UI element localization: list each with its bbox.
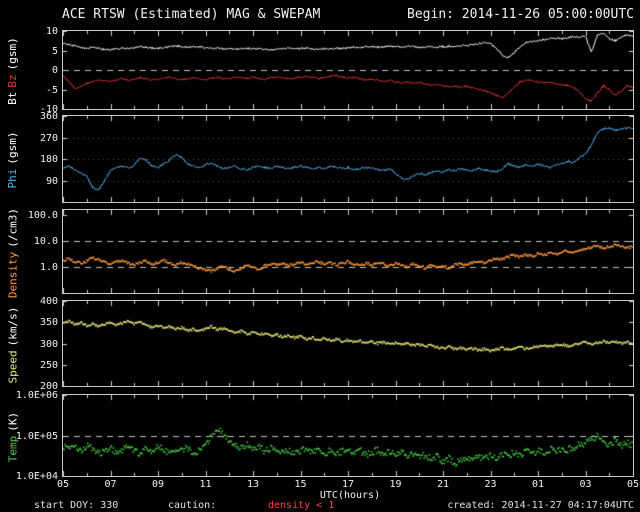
panel-mag-bt-bz: BtBz(gsm) 10 5 0 -5 -10	[6, 27, 634, 115]
x-tick-label: 05	[626, 479, 640, 490]
x-tick-label: 07	[104, 479, 117, 490]
plot-title: ACE RTSW (Estimated) MAG & SWEPAM	[62, 7, 321, 22]
speed-y-tick-label: 200	[39, 381, 58, 392]
phi-plot-canvas	[63, 116, 633, 202]
x-tick-label: 11	[199, 479, 212, 490]
panel-temp: Temp(K) 1.0E+06 1.0E+05 1.0E+04	[6, 391, 634, 482]
temp-y-tick-label: 1.0E+06	[15, 390, 58, 401]
panel-speed: Speed(km/s) 400 350 300 250 200	[6, 297, 634, 392]
panel-phi: Phi(gsm) 360 270 180 90	[6, 112, 634, 203]
begin-timestamp: Begin: 2014-11-26 05:00:00UTC	[407, 7, 634, 22]
mag-y-tick-label: 10	[45, 26, 58, 37]
temp-label-part: (K)	[6, 411, 19, 432]
density-y-tick-label: 10.0	[33, 236, 58, 247]
speed-y-tick-label: 400	[39, 296, 58, 307]
x-tick-label: 15	[294, 479, 307, 490]
phi-y-tick-label: 270	[39, 133, 58, 144]
x-axis-title: UTC(hours)	[319, 490, 381, 501]
x-tick-label: 23	[484, 479, 497, 490]
x-tick-label: 17	[341, 479, 355, 490]
x-tick-label: 21	[436, 479, 450, 490]
speed-y-tick-label: 350	[39, 317, 58, 328]
x-tick-label: 19	[389, 479, 402, 490]
x-tick-label: 05	[56, 479, 70, 490]
x-tick-label: 03	[579, 479, 592, 490]
density-y-tick-label: 1.0	[39, 262, 58, 273]
density-warning-label: density < 1	[268, 500, 335, 511]
density-y-tick-label: 100.0	[27, 210, 58, 221]
x-tick-label: 01	[531, 479, 545, 490]
mag-y-tick-label: 0	[51, 65, 58, 76]
temp-plot-canvas	[63, 395, 633, 476]
created-timestamp: created: 2014-11-27 04:17:04UTC	[447, 500, 634, 511]
mag-y-tick-label: 5	[51, 46, 58, 57]
mag-y-tick-label: -10	[39, 104, 58, 115]
speed-plot-canvas	[63, 301, 633, 386]
caution-label: caution:	[168, 500, 217, 511]
speed-y-tick-label: 300	[39, 339, 58, 350]
speed-y-tick-label: 250	[39, 360, 58, 371]
phi-y-tick-label: 180	[39, 154, 58, 165]
temp-y-tick-label: 1.0E+04	[15, 471, 58, 482]
phi-y-tick-label: 90	[45, 176, 58, 187]
density-plot-canvas	[63, 210, 633, 293]
x-tick-label: 13	[246, 479, 260, 490]
mag-y-tick-label: -5	[45, 85, 58, 96]
phi-y-tick-label: 360	[39, 111, 58, 122]
temp-y-tick-label: 1.0E+05	[15, 431, 58, 442]
x-tick-label: 09	[151, 479, 165, 490]
start-doy-label: start DOY: 330	[34, 500, 119, 511]
mag-plot-canvas	[63, 31, 633, 109]
density-label-part: Density	[6, 251, 19, 298]
panel-density: Density(/cm3) 100.0 10.0 1.0	[6, 207, 634, 298]
